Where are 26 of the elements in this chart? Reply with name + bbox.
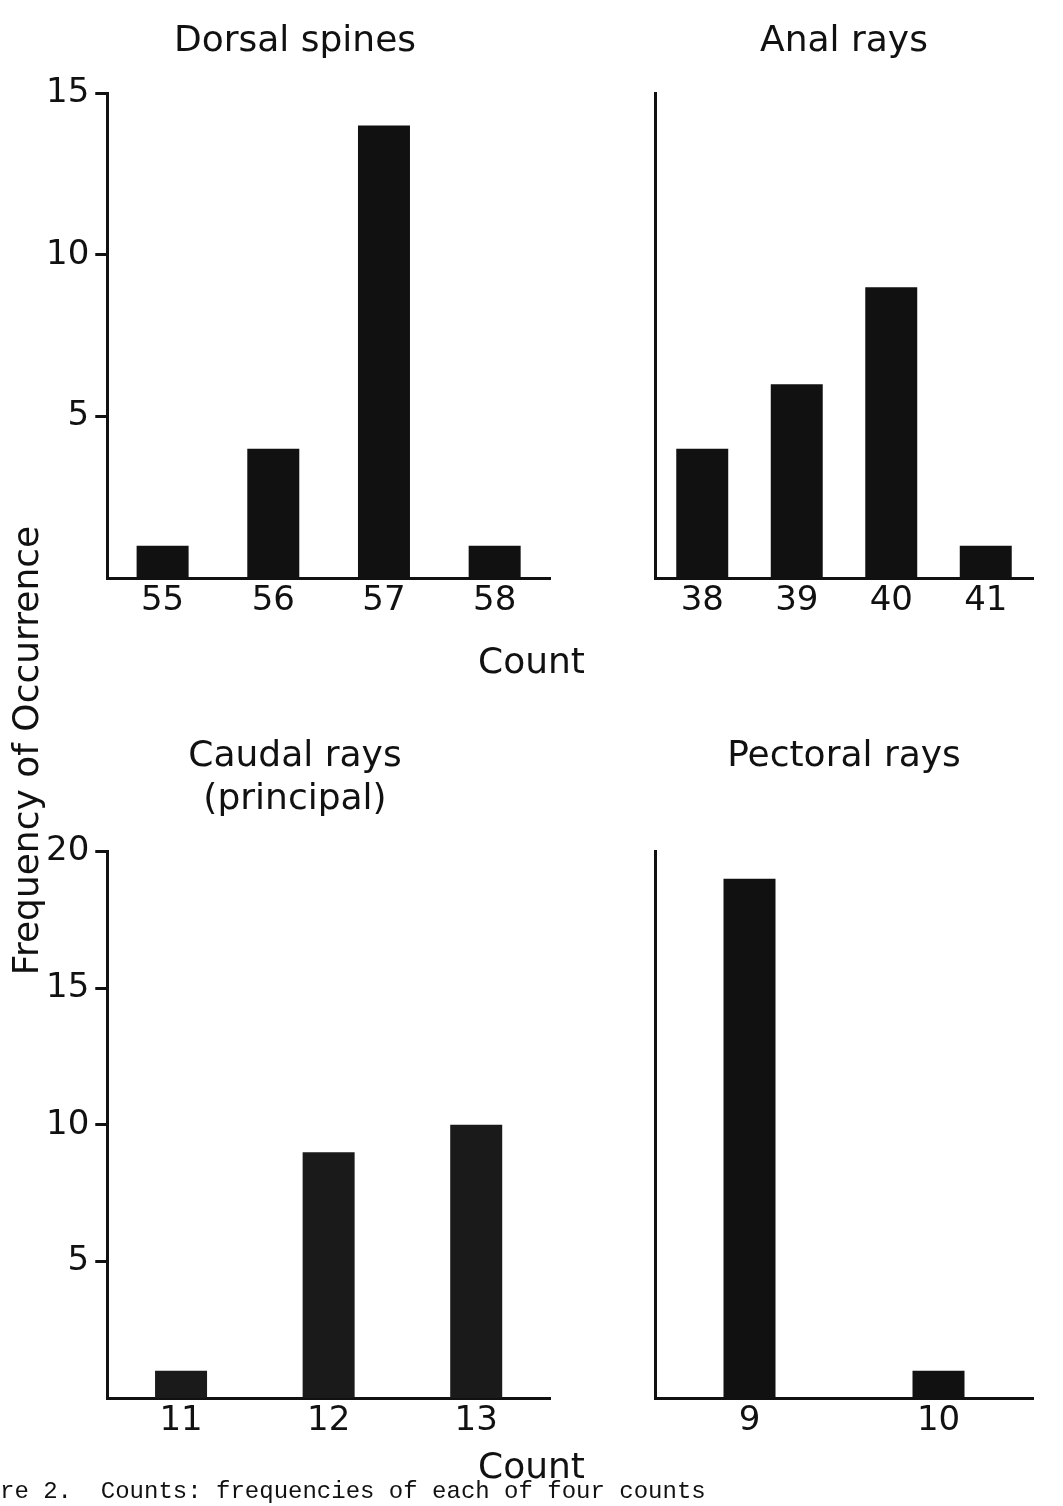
- x-tick-label: 11: [159, 1398, 203, 1439]
- y-tick-label: 5: [67, 1238, 90, 1279]
- x-tick-label: 39: [775, 578, 819, 619]
- x-axis-title: Count: [478, 640, 585, 681]
- y-tick-label: 15: [46, 964, 90, 1005]
- x-tick-label: 58: [473, 578, 517, 619]
- x-tick-label: 38: [680, 578, 724, 619]
- x-tick-label: 56: [251, 578, 295, 619]
- chart-title: Pectoral rays: [727, 732, 961, 774]
- x-tick-label: 12: [307, 1398, 351, 1439]
- x-tick-label: 10: [916, 1398, 961, 1439]
- x-tick-label: 55: [140, 578, 185, 619]
- x-tick-label: 13: [454, 1398, 498, 1439]
- chart-title: Anal rays: [760, 17, 928, 59]
- x-tick-label: 41: [964, 578, 1008, 619]
- y-tick-label: 20: [46, 828, 90, 869]
- y-tick-label: 10: [46, 1101, 90, 1142]
- x-tick-label: 9: [738, 1398, 761, 1439]
- y-tick-label: 15: [46, 70, 90, 111]
- chart-title: Dorsal spines: [173, 17, 417, 59]
- y-axis-title: Frequency of Occurrence: [4, 524, 46, 978]
- chart-title: Caudal rays (principal): [188, 732, 402, 818]
- y-tick-label: 10: [46, 231, 90, 272]
- x-tick-label: 57: [362, 578, 406, 619]
- x-tick-label: 40: [869, 578, 913, 619]
- y-tick-label: 5: [67, 393, 90, 434]
